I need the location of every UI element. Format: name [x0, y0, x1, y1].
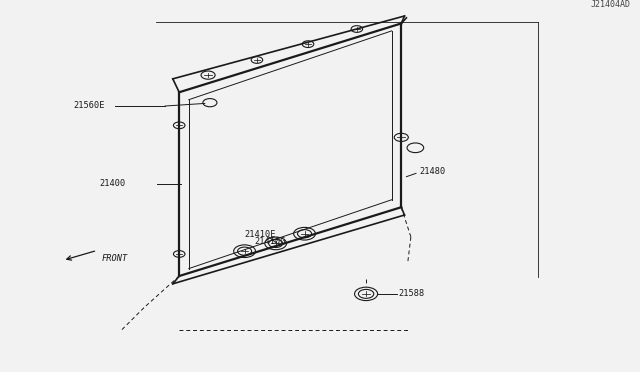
Text: 21560E: 21560E — [74, 101, 105, 110]
Text: 21588: 21588 — [399, 289, 425, 298]
Text: FRONT: FRONT — [101, 254, 127, 263]
Text: 21400: 21400 — [99, 179, 125, 188]
Text: 21480: 21480 — [419, 167, 445, 176]
Text: 21410E: 21410E — [244, 230, 276, 239]
Text: J21404AD: J21404AD — [590, 0, 630, 9]
Text: 21410G: 21410G — [255, 237, 286, 246]
